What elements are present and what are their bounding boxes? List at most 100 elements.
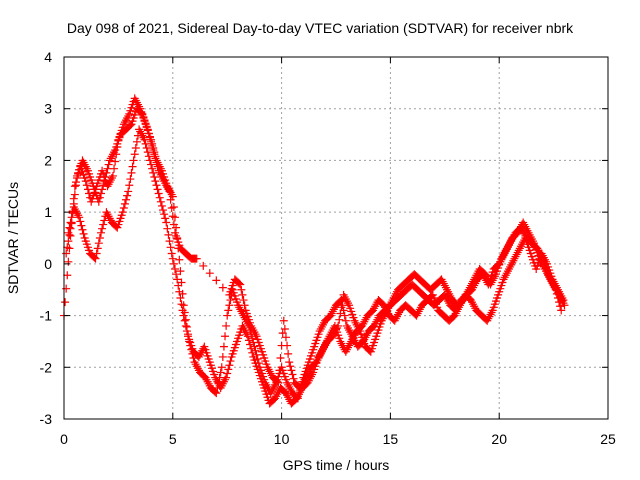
data-point	[66, 224, 75, 233]
data-point	[130, 150, 139, 159]
data-point	[100, 177, 109, 186]
data-point	[144, 152, 153, 161]
data-point	[102, 168, 111, 177]
data-point	[223, 311, 232, 320]
data-point	[137, 108, 146, 117]
data-point	[284, 349, 293, 358]
data-point	[167, 204, 176, 213]
data-point	[85, 189, 94, 198]
data-point	[108, 171, 117, 180]
data-point	[126, 175, 135, 184]
data-point	[95, 193, 104, 202]
data-point	[71, 181, 80, 190]
y-tick-label: -1	[40, 308, 53, 324]
data-point	[120, 199, 129, 208]
data-point	[247, 344, 256, 353]
y-tick-label: 3	[44, 101, 52, 117]
data-point	[147, 137, 156, 146]
data-point	[218, 283, 227, 292]
data-point	[182, 327, 191, 336]
x-tick-label: 15	[383, 431, 399, 447]
data-point	[168, 254, 177, 263]
data-point	[98, 185, 107, 194]
data-point	[238, 290, 247, 299]
y-tick-label: 4	[44, 49, 52, 65]
data-point	[283, 341, 292, 350]
data-point	[70, 190, 79, 199]
data-point	[118, 208, 127, 217]
data-point	[93, 244, 102, 253]
data-point	[163, 224, 172, 233]
plot-frame	[63, 56, 609, 420]
data-point	[96, 189, 105, 198]
data-point	[240, 301, 249, 310]
x-tick-label: 25	[600, 431, 616, 447]
data-point	[90, 253, 99, 262]
data-point	[103, 164, 112, 173]
data-point	[176, 267, 185, 276]
chart-title: Day 098 of 2021, Sidereal Day-to-day VTE…	[67, 20, 574, 36]
data-point	[170, 265, 179, 274]
y-tick-label: 0	[44, 256, 52, 272]
data-point	[76, 217, 85, 226]
data-point	[225, 301, 234, 310]
data-point	[104, 160, 113, 169]
data-point	[287, 366, 296, 375]
data-point	[219, 342, 228, 351]
data-point	[162, 218, 171, 227]
data-point	[153, 162, 162, 171]
data-point	[145, 156, 154, 165]
y-axis-label: SDTVAR / TECUs	[5, 182, 21, 294]
data-point	[553, 293, 562, 302]
data-point	[151, 154, 160, 163]
data-point	[68, 209, 77, 218]
data-point	[211, 388, 220, 397]
data-point	[64, 237, 73, 246]
data-point	[125, 181, 134, 190]
data-point	[222, 373, 231, 382]
data-point	[169, 220, 178, 229]
data-point	[226, 357, 235, 366]
data-point	[275, 366, 284, 375]
data-point	[127, 168, 136, 177]
data-point	[94, 197, 103, 206]
data-point	[222, 321, 231, 330]
data-point	[165, 187, 174, 196]
data-point	[99, 220, 108, 229]
data-point	[165, 237, 174, 246]
data-point	[152, 181, 161, 190]
data-point	[169, 202, 178, 211]
data-point	[285, 358, 294, 367]
data-point	[212, 389, 221, 398]
data-point	[94, 239, 103, 248]
data-point	[95, 234, 104, 242]
data-point	[274, 378, 283, 387]
data-point	[81, 177, 90, 186]
data-point	[164, 230, 173, 239]
data-point	[69, 199, 78, 208]
data-point	[91, 254, 100, 263]
data-point	[237, 285, 246, 294]
data-point	[78, 225, 87, 234]
data-point	[278, 329, 287, 338]
data-point	[223, 369, 232, 378]
y-tick-label: -3	[40, 411, 53, 427]
data-point	[152, 158, 161, 167]
data-point	[111, 157, 120, 166]
data-point	[140, 135, 149, 144]
data-point	[559, 296, 568, 305]
y-tick-label: 1	[44, 204, 52, 220]
y-tick-label: -2	[40, 359, 53, 375]
data-point	[143, 125, 152, 134]
data-point	[555, 298, 564, 307]
data-point	[150, 150, 159, 159]
data-point	[199, 261, 208, 270]
data-point	[142, 144, 151, 153]
data-point	[82, 181, 91, 190]
data-point	[218, 352, 227, 361]
data-point	[170, 213, 179, 222]
data-point	[122, 195, 131, 204]
data-point	[119, 204, 128, 213]
data-point	[180, 316, 189, 325]
